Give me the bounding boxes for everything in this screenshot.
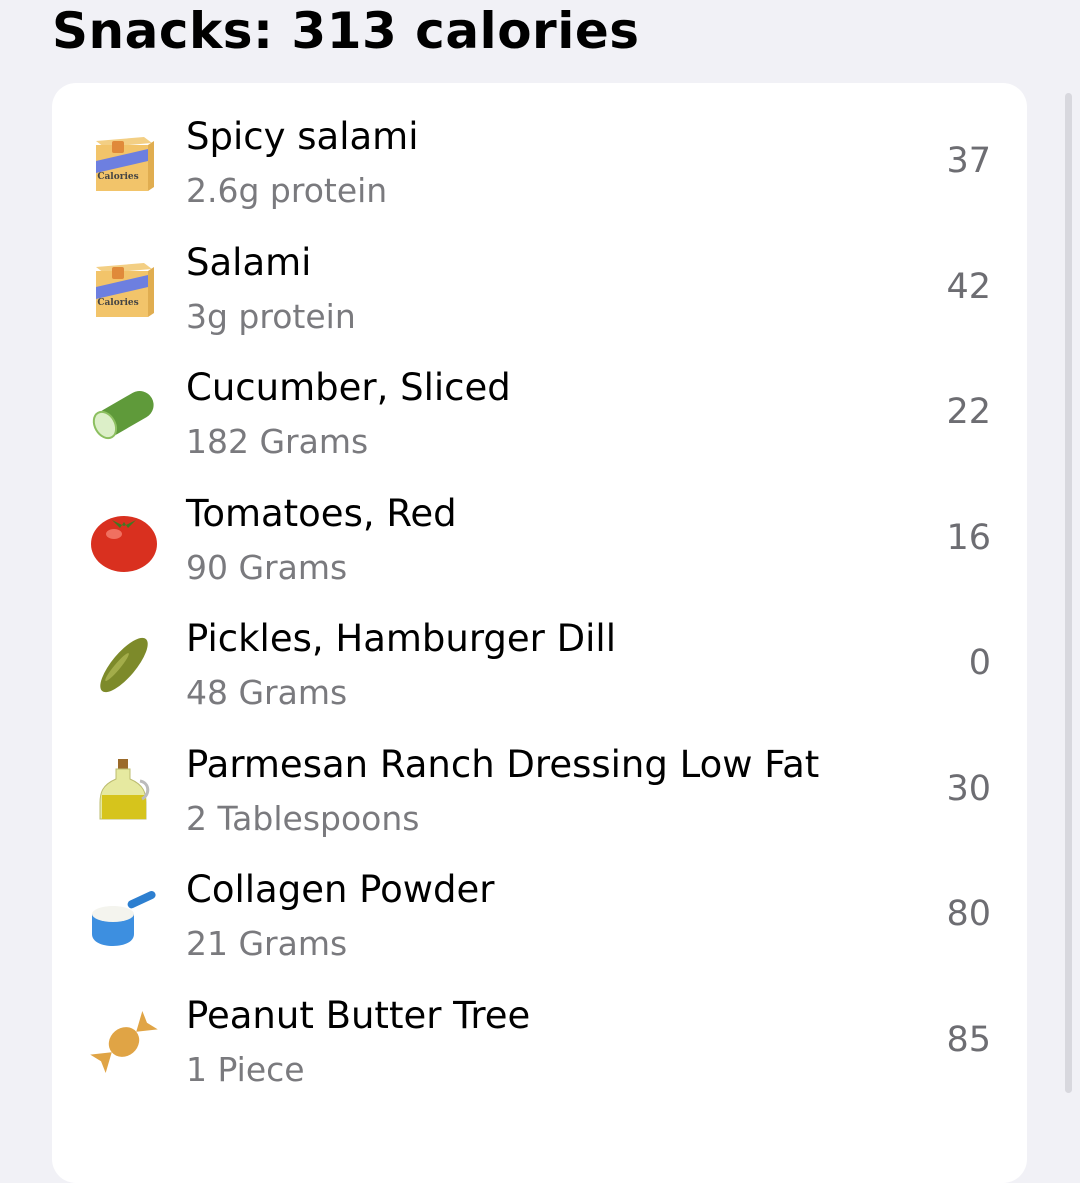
calories-box-icon: Calories xyxy=(88,253,160,325)
food-name: Tomatoes, Red xyxy=(186,491,457,535)
cucumber-icon xyxy=(88,378,160,450)
food-detail: 3g protein xyxy=(186,296,356,336)
food-calories: 37 xyxy=(946,141,991,181)
food-detail: 48 Grams xyxy=(186,673,348,712)
food-calories: 22 xyxy=(946,392,991,432)
food-detail: 182 Grams xyxy=(186,422,369,461)
food-name: Collagen Powder xyxy=(186,868,495,911)
food-detail: 1 Piece xyxy=(186,1049,305,1089)
icon-label: Calories xyxy=(97,298,138,308)
list-item[interactable]: Peanut Butter Tree 1 Piece 85 xyxy=(52,982,1027,1107)
food-name: Peanut Butter Tree xyxy=(186,993,531,1037)
food-name: Spicy salami xyxy=(186,115,419,158)
food-detail: 2.6g protein xyxy=(186,171,388,210)
tomato-icon xyxy=(88,504,160,576)
calories-box-icon: Calories xyxy=(88,127,160,199)
icon-label: Calories xyxy=(97,172,138,182)
list-item[interactable]: Parmesan Ranch Dressing Low Fat 2 Tables… xyxy=(52,731,1027,856)
food-name: Parmesan Ranch Dressing Low Fat xyxy=(186,742,820,786)
food-calories: 0 xyxy=(968,643,991,683)
food-calories: 85 xyxy=(946,1019,991,1060)
food-name: Cucumber, Sliced xyxy=(186,366,511,409)
list-item[interactable]: Tomatoes, Red 90 Grams 16 xyxy=(52,480,1027,605)
page-title: Snacks: 313 calories xyxy=(52,2,640,60)
food-calories: 16 xyxy=(946,517,991,558)
food-detail: 2 Tablespoons xyxy=(186,798,420,838)
candy-icon xyxy=(88,1006,160,1078)
list-item[interactable]: Calories Salami 3g protein 42 xyxy=(52,229,1027,354)
food-calories: 80 xyxy=(946,894,991,934)
food-calories: 42 xyxy=(946,266,991,307)
food-calories: 30 xyxy=(946,768,991,809)
food-name: Salami xyxy=(186,240,312,284)
food-detail: 90 Grams xyxy=(186,547,348,587)
list-item[interactable]: Cucumber, Sliced 182 Grams 22 xyxy=(52,354,1027,479)
list-item[interactable]: Collagen Powder 21 Grams 80 xyxy=(52,856,1027,981)
pickle-icon xyxy=(88,629,160,701)
oil-bottle-icon xyxy=(88,755,160,827)
list-item[interactable]: Pickles, Hamburger Dill 48 Grams 0 xyxy=(52,605,1027,730)
food-name: Pickles, Hamburger Dill xyxy=(186,617,616,660)
list-item[interactable]: Calories Spicy salami 2.6g protein 37 xyxy=(52,103,1027,228)
food-list: Calories Spicy salami 2.6g protein 37 Cal… xyxy=(52,83,1027,1183)
scrollbar[interactable] xyxy=(1065,93,1072,1093)
food-detail: 21 Grams xyxy=(186,924,348,963)
measuring-scoop-icon xyxy=(88,880,160,952)
